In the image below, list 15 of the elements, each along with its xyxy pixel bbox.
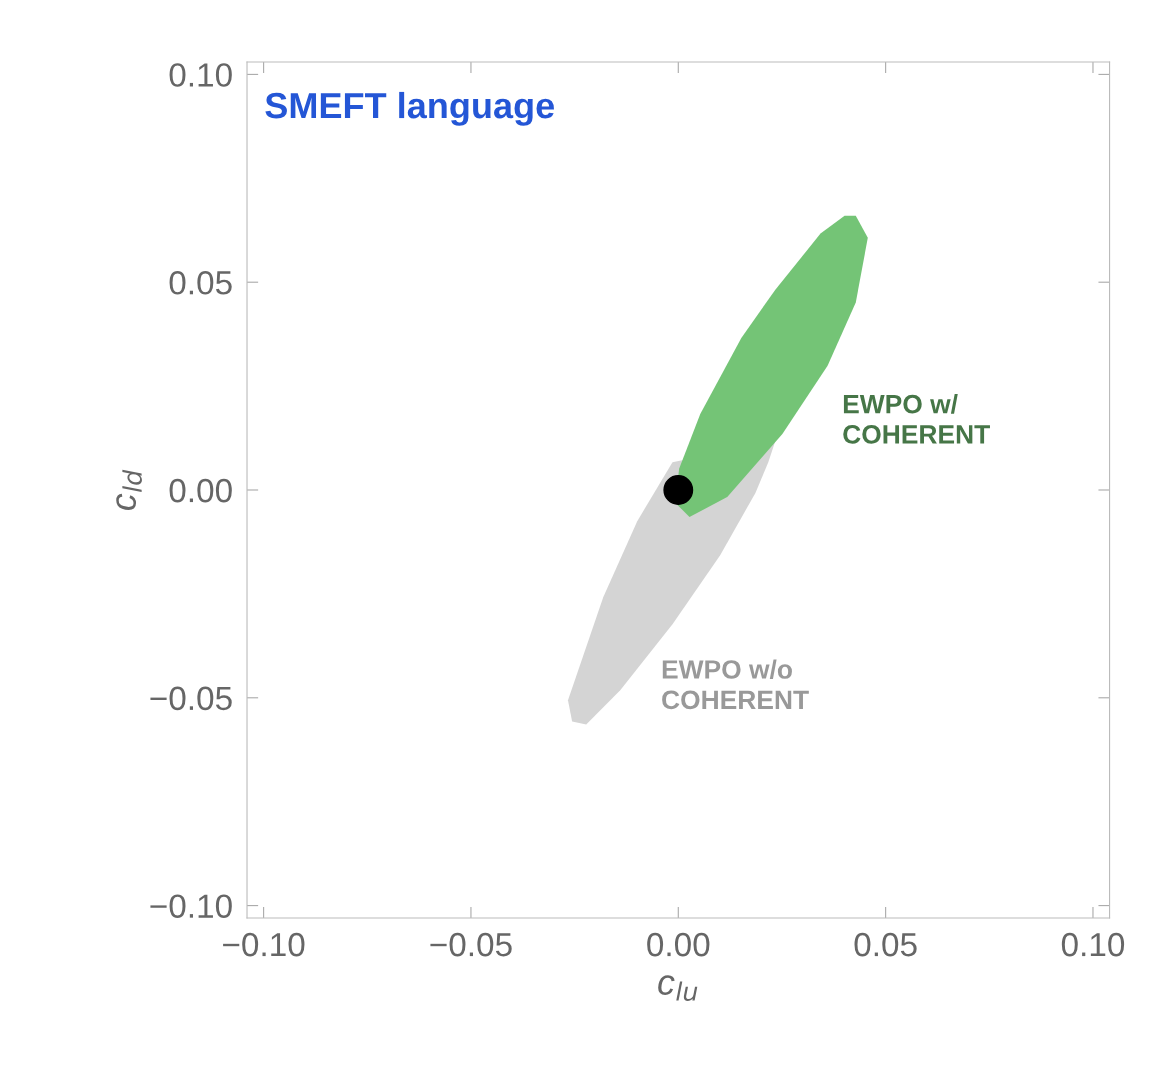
y-tick-label: −0.05 [150, 686, 232, 711]
x-tick-label: −0.10 [223, 932, 305, 957]
y-axis-title: c$_{ld}$ [116, 469, 142, 511]
x-tick-label: 0.00 [647, 932, 710, 957]
x-tick-label: 0.05 [854, 932, 917, 957]
text: SMEFT language [265, 91, 554, 126]
y-tick-label: 0.05 [169, 271, 232, 295]
y-tick-label: 0.10 [169, 63, 232, 87]
x-tick-label: −0.05 [430, 932, 512, 957]
series-label: EWPO w/o COHERENT [662, 659, 809, 710]
y-tick-label: 0.00 [169, 478, 232, 503]
x-axis-title: c$_{lu}$ [658, 975, 698, 1001]
x-tick-label: 0.10 [1061, 932, 1125, 957]
series-label: EWPO w/ COHERENT [843, 394, 990, 444]
y-tick-label: −0.10 [150, 894, 232, 918]
